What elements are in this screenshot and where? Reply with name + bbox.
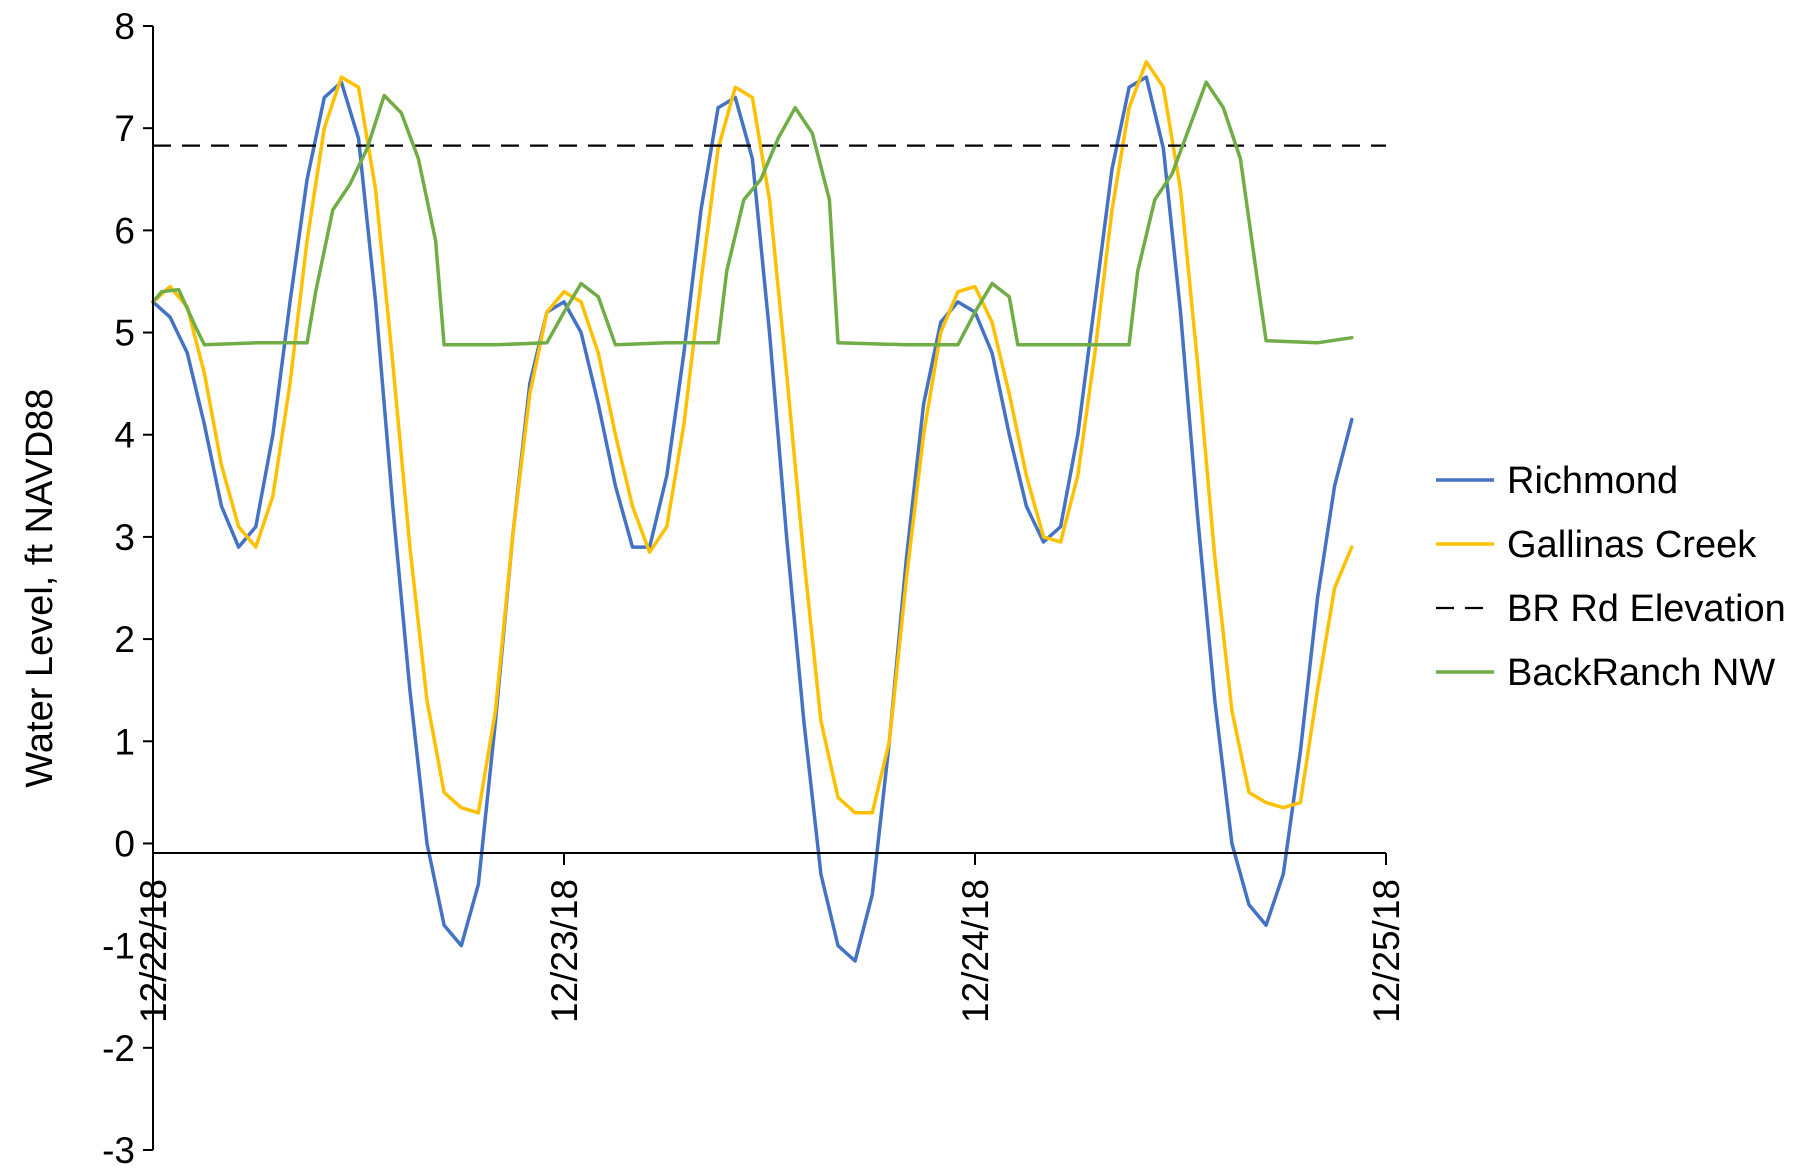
y-tick-label: 3 — [114, 517, 135, 558]
x-tick-label: 12/24/18 — [955, 879, 996, 1023]
legend-label: BackRanch NW — [1507, 652, 1775, 694]
y-tick-label: 4 — [114, 415, 135, 456]
legend-label: BR Rd Elevation — [1507, 588, 1786, 630]
y-tick-label: -1 — [102, 926, 135, 967]
plot-area — [151, 60, 1386, 963]
legend: Richmond Gallinas Creek BR Rd Elevation Bac… — [1436, 460, 1786, 694]
y-tick-label: 6 — [114, 210, 135, 251]
x-tick-label: 12/23/18 — [544, 879, 585, 1023]
x-axis: 12/22/18 12/23/18 12/24/18 12/25/18 — [133, 853, 1407, 1023]
y-tick-label: -3 — [102, 1130, 135, 1171]
y-tick-label: 2 — [114, 619, 135, 660]
y-tick-label: 5 — [114, 313, 135, 354]
y-tick-label: 1 — [114, 721, 135, 762]
y-axis-title: Water Level, ft NAVD88 — [19, 388, 61, 787]
y-tick-label: 7 — [114, 108, 135, 149]
x-tick-label: 12/22/18 — [133, 879, 174, 1023]
x-tick-label: 12/25/18 — [1366, 879, 1407, 1023]
series-line-0 — [151, 75, 1354, 963]
y-tick-label: 8 — [114, 6, 135, 47]
y-axis: -3 -2 -1 0 1 2 3 4 5 6 7 8 — [102, 6, 153, 1171]
series-line-1 — [151, 60, 1354, 815]
y-tick-label: 0 — [114, 823, 135, 864]
legend-label: Gallinas Creek — [1507, 524, 1757, 566]
series-line-3 — [151, 80, 1354, 347]
y-tick-label: -2 — [102, 1028, 135, 1069]
legend-label: Richmond — [1507, 460, 1678, 502]
